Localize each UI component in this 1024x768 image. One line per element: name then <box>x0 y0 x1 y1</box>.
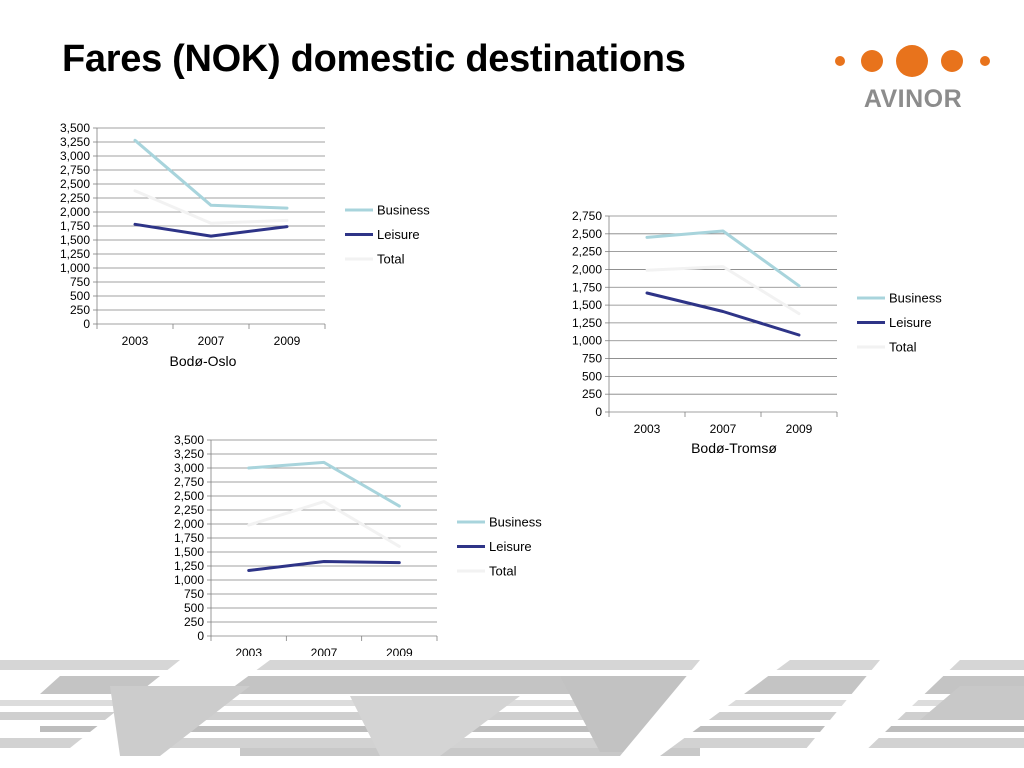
y-tick-label: 2,000 <box>572 262 602 276</box>
y-tick-label: 750 <box>184 587 204 601</box>
y-tick-label: 1,250 <box>60 247 90 261</box>
y-tick-label: 0 <box>595 405 602 419</box>
logo-dot <box>896 45 928 77</box>
y-tick-label: 1,500 <box>572 298 602 312</box>
y-tick-label: 3,000 <box>174 461 204 475</box>
y-tick-label: 0 <box>197 629 204 643</box>
y-tick-label: 2,500 <box>174 489 204 503</box>
y-tick-label: 3,500 <box>60 121 90 135</box>
y-tick-label: 2,750 <box>174 475 204 489</box>
y-tick-label: 1,000 <box>60 261 90 275</box>
y-tick-label: 750 <box>582 352 602 366</box>
legend-label-leisure: Leisure <box>489 539 532 554</box>
series-line-leisure <box>645 291 801 337</box>
y-tick-label: 3,250 <box>60 135 90 149</box>
y-tick-label: 750 <box>70 275 90 289</box>
y-tick-label: 2,250 <box>60 191 90 205</box>
series-line-business <box>133 138 289 210</box>
y-tick-label: 500 <box>184 601 204 615</box>
logo-dot <box>941 50 963 72</box>
legend-label-total: Total <box>377 252 405 267</box>
y-tick-label: 1,000 <box>572 334 602 348</box>
y-tick-label: 1,750 <box>572 280 602 294</box>
y-tick-label: 1,750 <box>60 219 90 233</box>
logo-text: AVINOR <box>864 85 962 113</box>
y-tick-label: 1,000 <box>174 573 204 587</box>
legend-label-business: Business <box>377 203 430 218</box>
y-tick-label: 2,000 <box>60 205 90 219</box>
y-tick-label: 0 <box>83 317 90 331</box>
logo-dot <box>861 50 883 72</box>
y-tick-label: 1,250 <box>572 316 602 330</box>
x-tick-label: 2009 <box>274 334 301 348</box>
y-tick-label: 2,250 <box>572 245 602 259</box>
y-tick-label: 500 <box>582 369 602 383</box>
x-tick-label: 2009 <box>786 422 813 436</box>
legend-label-total: Total <box>489 564 517 579</box>
slide-title: Fares (NOK) domestic destinations <box>62 38 686 80</box>
series-line-leisure <box>247 560 401 572</box>
y-tick-label: 3,500 <box>174 433 204 447</box>
y-tick-label: 1,500 <box>60 233 90 247</box>
series-line-total <box>645 265 801 316</box>
series-line-total <box>247 500 401 548</box>
x-tick-label: 2003 <box>122 334 149 348</box>
y-tick-label: 1,750 <box>174 531 204 545</box>
y-tick-label: 2,250 <box>174 503 204 517</box>
y-tick-label: 250 <box>70 303 90 317</box>
series-line-total <box>133 189 289 225</box>
logo-dot <box>980 56 990 66</box>
y-tick-label: 1,500 <box>174 545 204 559</box>
legend-label-business: Business <box>889 291 942 306</box>
y-tick-label: 3,000 <box>60 149 90 163</box>
legend-label-total: Total <box>889 340 917 355</box>
legend-label-leisure: Leisure <box>889 315 932 330</box>
series-line-business <box>247 460 401 508</box>
y-tick-label: 2,500 <box>572 227 602 241</box>
y-tick-label: 2,750 <box>60 163 90 177</box>
decorative-stripes <box>0 656 1024 768</box>
y-tick-label: 250 <box>184 615 204 629</box>
legend-label-leisure: Leisure <box>377 227 420 242</box>
chart-title: Bodø-Tromsø <box>691 440 777 456</box>
chart-title: Bodø-Oslo <box>170 353 237 369</box>
y-tick-label: 2,500 <box>60 177 90 191</box>
avinor-logo: AVINOR <box>835 45 990 113</box>
series-line-leisure <box>133 222 289 238</box>
x-tick-label: 2007 <box>198 334 225 348</box>
series-line-business <box>645 229 801 288</box>
y-tick-label: 2,750 <box>572 209 602 223</box>
y-tick-label: 250 <box>582 387 602 401</box>
y-tick-label: 500 <box>70 289 90 303</box>
x-tick-label: 2007 <box>710 422 737 436</box>
y-tick-label: 3,250 <box>174 447 204 461</box>
y-tick-label: 2,000 <box>174 517 204 531</box>
y-tick-label: 1,250 <box>174 559 204 573</box>
logo-dot <box>835 56 845 66</box>
x-tick-label: 2003 <box>634 422 661 436</box>
legend-label-business: Business <box>489 515 542 530</box>
